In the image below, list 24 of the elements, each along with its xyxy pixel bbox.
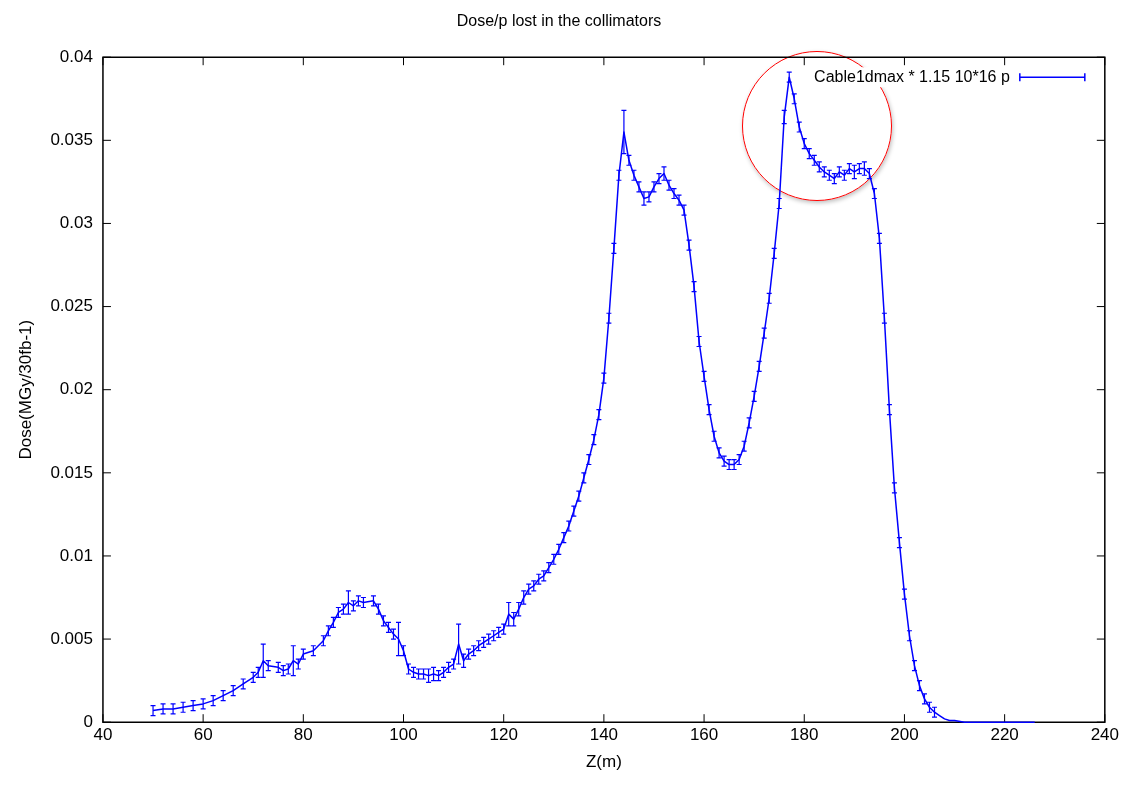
- chart-title: Dose/p lost in the collimators: [456, 12, 662, 30]
- y-tick-label: 0.02: [59, 379, 93, 399]
- x-tick-label: 240: [1090, 725, 1120, 745]
- legend-label: Cable1dmax * 1.15 10*16 p: [814, 67, 1010, 85]
- y-tick-label: 0.005: [50, 628, 93, 648]
- y-tick-label: 0.015: [50, 462, 93, 482]
- x-tick-label: 100: [389, 725, 418, 745]
- x-tick-label: 200: [890, 725, 919, 745]
- x-tick-label: 120: [489, 725, 518, 745]
- y-tick-label: 0.035: [50, 130, 93, 150]
- x-tick-label: 80: [293, 725, 313, 745]
- x-tick-label: 160: [689, 725, 719, 745]
- x-tick-label: 40: [93, 725, 113, 745]
- y-axis-title: Dose(MGy/30fb-1): [15, 319, 35, 460]
- y-tick-label: 0.03: [59, 213, 93, 233]
- x-tick-label: 140: [589, 725, 619, 745]
- x-axis-title: Z(m): [585, 752, 622, 772]
- x-tick-label: 220: [990, 725, 1019, 745]
- x-tick-label: 180: [790, 725, 819, 745]
- x-tick-label: 60: [193, 725, 213, 745]
- y-tick-label: 0.025: [50, 296, 93, 316]
- y-tick-label: 0: [83, 711, 93, 731]
- y-tick-label: 0.01: [59, 545, 93, 565]
- y-tick-label: 0.04: [59, 46, 93, 66]
